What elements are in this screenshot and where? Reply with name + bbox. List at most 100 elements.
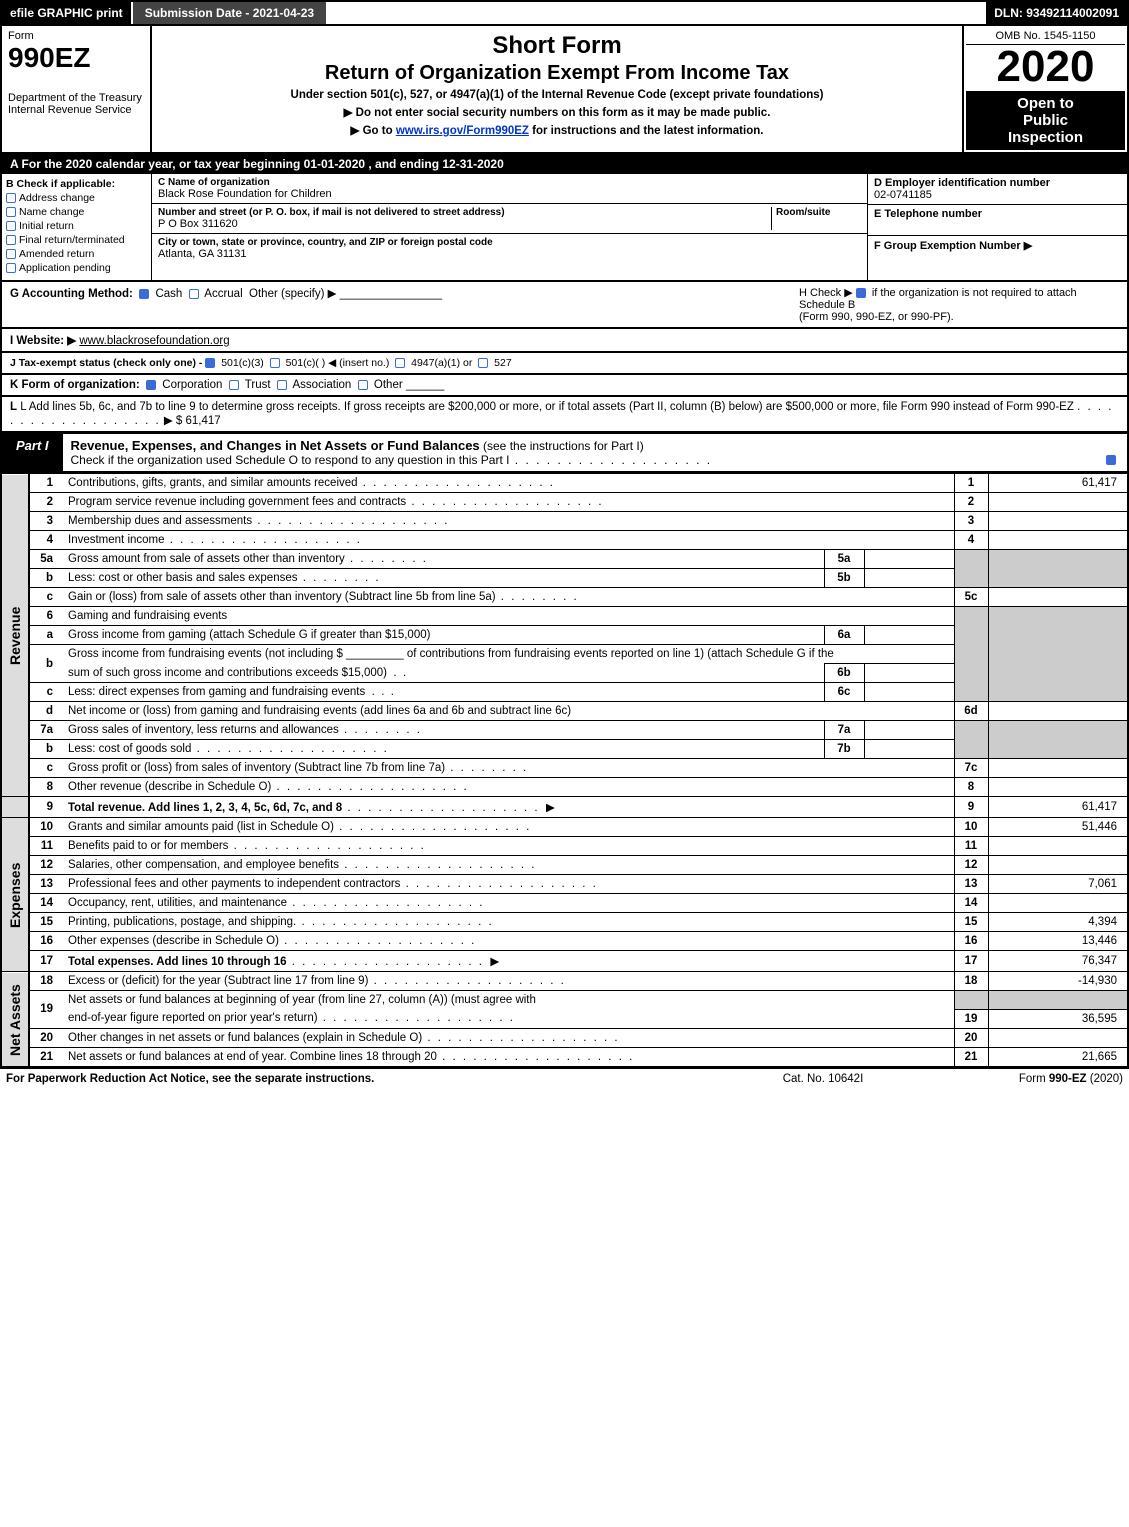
- line-20-num: 20: [954, 1028, 988, 1047]
- footer-left: For Paperwork Reduction Act Notice, see …: [6, 1073, 723, 1085]
- section-l: L L Add lines 5b, 6c, and 7b to line 9 t…: [0, 397, 1129, 433]
- line-6b-desc3: sum of such gross income and contributio…: [68, 667, 387, 679]
- chk-4947[interactable]: [395, 358, 405, 368]
- chk-schedule-o[interactable]: [1106, 455, 1116, 465]
- line-14-num: 14: [954, 894, 988, 913]
- chk-other-org[interactable]: [358, 380, 368, 390]
- tax-year: 2020: [966, 45, 1125, 89]
- line-10-no: 10: [29, 818, 63, 837]
- inspection-line3: Inspection: [968, 129, 1123, 146]
- expenses-side-label: Expenses: [1, 818, 29, 972]
- line-15-num: 15: [954, 913, 988, 932]
- line-6b-desc1: Gross income from fundraising events (no…: [68, 648, 343, 660]
- opt-corporation: Corporation: [162, 379, 222, 391]
- spacer: [326, 2, 986, 24]
- line-21-no: 21: [29, 1047, 63, 1067]
- chk-527[interactable]: [478, 358, 488, 368]
- line-14-val: [988, 894, 1128, 913]
- top-bar: efile GRAPHIC print Submission Date - 20…: [0, 0, 1129, 26]
- section-b-heading: B Check if applicable:: [6, 178, 115, 190]
- line-15-desc: Printing, publications, postage, and shi…: [68, 916, 296, 928]
- line-6-desc: Gaming and fundraising events: [68, 610, 227, 622]
- line-19-desc2: end-of-year figure reported on prior yea…: [68, 1012, 318, 1024]
- note-goto-pre: ▶ Go to: [351, 125, 396, 137]
- line-19-desc1: Net assets or fund balances at beginning…: [68, 994, 536, 1006]
- chk-application-pending[interactable]: Application pending: [6, 262, 147, 274]
- note-ssn: ▶ Do not enter social security numbers o…: [160, 105, 954, 119]
- line-5c-num: 5c: [954, 588, 988, 607]
- chk-cash[interactable]: [139, 289, 149, 299]
- dept-treasury: Department of the Treasury: [8, 92, 144, 104]
- header-left: Form 990EZ Department of the Treasury In…: [2, 26, 152, 152]
- dln: DLN: 93492114002091: [986, 2, 1127, 24]
- line-17-num: 17: [954, 951, 988, 972]
- line-6b-desc2: of contributions from fundraising events…: [407, 648, 834, 660]
- line-7c-desc: Gross profit or (loss) from sales of inv…: [68, 762, 445, 774]
- efile-print[interactable]: efile GRAPHIC print: [2, 2, 131, 24]
- chk-accrual[interactable]: [189, 289, 199, 299]
- line-4-no: 4: [29, 531, 63, 550]
- website-value[interactable]: www.blackrosefoundation.org: [79, 335, 229, 347]
- revenue-side-label: Revenue: [1, 474, 29, 797]
- line-6d-num: 6d: [954, 702, 988, 721]
- line-21-desc: Net assets or fund balances at end of ye…: [68, 1051, 437, 1063]
- line-4-val: [988, 531, 1128, 550]
- section-def: D Employer identification number 02-0741…: [867, 174, 1127, 280]
- part1-title: Revenue, Expenses, and Changes in Net As…: [71, 438, 480, 453]
- line-11-desc: Benefits paid to or for members: [68, 840, 228, 852]
- footer-mid: Cat. No. 10642I: [723, 1073, 923, 1085]
- line-17-val: 76,347: [988, 951, 1128, 972]
- line-7a-no: 7a: [29, 721, 63, 740]
- footer-right: Form 990-EZ (2020): [923, 1073, 1123, 1085]
- line-16-desc: Other expenses (describe in Schedule O): [68, 935, 279, 947]
- chk-name-change[interactable]: Name change: [6, 206, 147, 218]
- line-6a-subval: [864, 626, 954, 645]
- line-7ab-grey: [954, 721, 988, 759]
- other-label: Other (specify) ▶: [249, 288, 336, 300]
- irs-link[interactable]: www.irs.gov/Form990EZ: [396, 125, 529, 137]
- chk-trust[interactable]: [229, 380, 239, 390]
- opt-other-org: Other: [374, 379, 403, 391]
- chk-initial-return[interactable]: Initial return: [6, 220, 147, 232]
- chk-schedule-b[interactable]: [856, 288, 866, 298]
- chk-address-change[interactable]: Address change: [6, 192, 147, 204]
- line-17-arrow: ▶: [490, 956, 499, 968]
- chk-corporation[interactable]: [146, 380, 156, 390]
- line-13-no: 13: [29, 875, 63, 894]
- org-name-row: C Name of organization Black Rose Founda…: [152, 174, 867, 204]
- line-18-val: -14,930: [988, 972, 1128, 991]
- line-19-val: 36,595: [988, 1009, 1128, 1028]
- line-3-desc: Membership dues and assessments: [68, 515, 252, 527]
- line-6a-sub: 6a: [824, 626, 864, 645]
- line-13-num: 13: [954, 875, 988, 894]
- line-10-num: 10: [954, 818, 988, 837]
- chk-501c[interactable]: [270, 358, 280, 368]
- line-6c-subval: [864, 683, 954, 702]
- line-7a-subval: [864, 721, 954, 740]
- line-6b-subval: [864, 664, 954, 683]
- netassets-side-label: Net Assets: [1, 972, 29, 1067]
- line-20-no: 20: [29, 1028, 63, 1047]
- line-4-desc: Investment income: [68, 534, 165, 546]
- line-9-no: 9: [29, 797, 63, 818]
- city-row: City or town, state or province, country…: [152, 234, 867, 263]
- line-6d-desc: Net income or (loss) from gaming and fun…: [68, 705, 571, 717]
- line-7a-desc: Gross sales of inventory, less returns a…: [68, 724, 339, 736]
- chk-501c3[interactable]: [205, 358, 215, 368]
- line-9-desc: Total revenue. Add lines 1, 2, 3, 4, 5c,…: [68, 802, 342, 814]
- chk-association[interactable]: [277, 380, 287, 390]
- header-mid: Short Form Return of Organization Exempt…: [152, 26, 962, 152]
- line-6c-sub: 6c: [824, 683, 864, 702]
- line-5c-val: [988, 588, 1128, 607]
- line-18-num: 18: [954, 972, 988, 991]
- section-l-amount: ▶ $ 61,417: [164, 415, 221, 427]
- line-14-desc: Occupancy, rent, utilities, and maintena…: [68, 897, 287, 909]
- line-8-val: [988, 778, 1128, 797]
- opt-4947: 4947(a)(1) or: [411, 357, 472, 369]
- chk-amended-return[interactable]: Amended return: [6, 248, 147, 260]
- inspection-line2: Public: [968, 112, 1123, 129]
- line-19-grey-val: [988, 991, 1128, 1010]
- chk-final-return[interactable]: Final return/terminated: [6, 234, 147, 246]
- section-h: H Check ▶ if the organization is not req…: [799, 286, 1119, 323]
- form-org-label: K Form of organization:: [10, 379, 140, 391]
